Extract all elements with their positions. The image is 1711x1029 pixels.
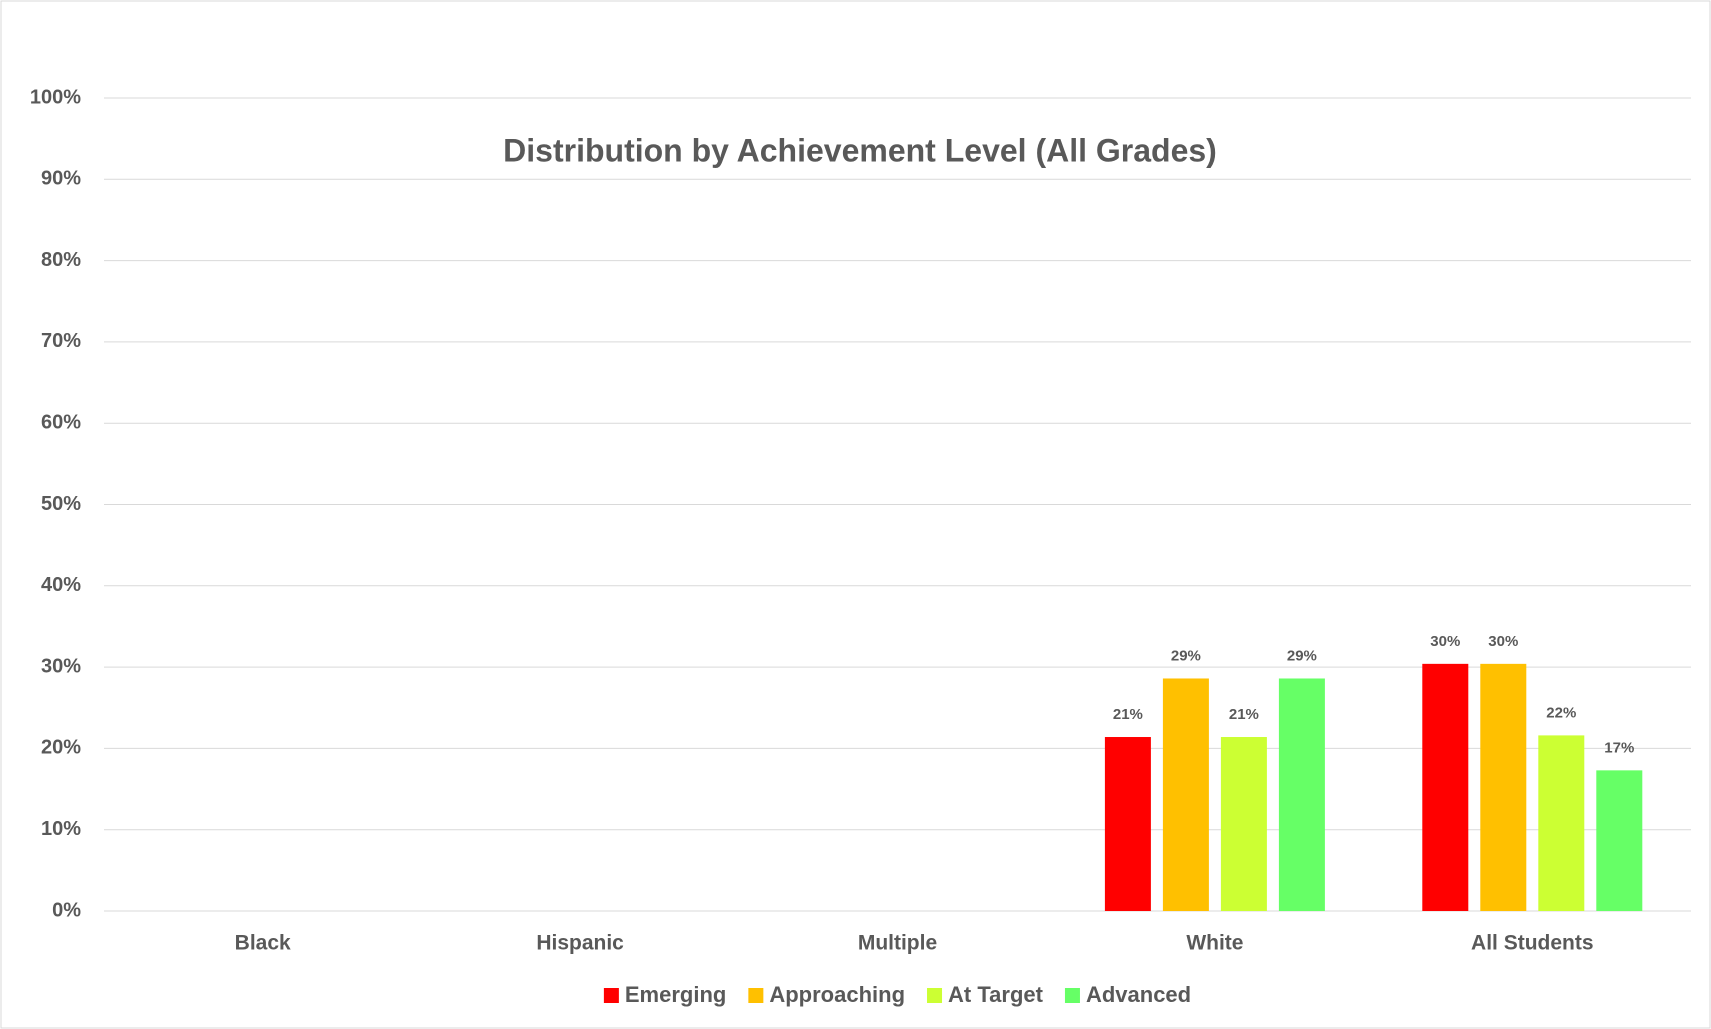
y-tick-label: 0% bbox=[52, 899, 81, 921]
y-tick-label: 50% bbox=[41, 493, 81, 515]
data-label: 21% bbox=[1113, 706, 1143, 723]
bar bbox=[1220, 737, 1267, 911]
y-tick-label: 90% bbox=[41, 168, 81, 190]
y-tick-label: 100% bbox=[30, 86, 81, 108]
x-tick-label: All Students bbox=[1471, 932, 1594, 955]
legend-label: Approaching bbox=[769, 982, 905, 1007]
data-label: 29% bbox=[1171, 647, 1201, 664]
x-tick-label: Black bbox=[235, 932, 291, 955]
y-tick-label: 60% bbox=[41, 411, 81, 433]
data-label: 30% bbox=[1488, 633, 1518, 650]
bar bbox=[1422, 663, 1469, 911]
y-tick-label: 30% bbox=[41, 655, 81, 677]
data-label: 22% bbox=[1546, 704, 1576, 721]
chart-title: Distribution by Achievement Level (All G… bbox=[503, 132, 1217, 168]
legend-label: At Target bbox=[948, 982, 1044, 1007]
y-tick-label: 10% bbox=[41, 818, 81, 840]
bar bbox=[1480, 663, 1527, 911]
legend-swatch bbox=[1064, 988, 1080, 1003]
x-tick-label: Hispanic bbox=[536, 932, 624, 955]
y-tick-label: 40% bbox=[41, 574, 81, 596]
data-label: 30% bbox=[1430, 633, 1460, 650]
legend-swatch bbox=[748, 988, 764, 1003]
bar bbox=[1104, 737, 1151, 911]
data-label: 21% bbox=[1229, 706, 1259, 723]
legend-swatch bbox=[927, 988, 943, 1003]
y-tick-label: 70% bbox=[41, 330, 81, 352]
x-tick-label: Multiple bbox=[858, 932, 937, 955]
bar bbox=[1278, 678, 1325, 911]
bar bbox=[1162, 678, 1209, 911]
data-label: 17% bbox=[1604, 739, 1634, 756]
bar bbox=[1538, 735, 1585, 911]
x-tick-label: White bbox=[1186, 932, 1243, 955]
legend-label: Advanced bbox=[1086, 982, 1191, 1007]
legend-label: Emerging bbox=[625, 982, 726, 1007]
y-tick-label: 20% bbox=[41, 737, 81, 759]
bar bbox=[1596, 770, 1643, 911]
y-tick-label: 80% bbox=[41, 249, 81, 271]
data-label: 29% bbox=[1287, 647, 1317, 664]
legend-swatch bbox=[603, 988, 619, 1003]
